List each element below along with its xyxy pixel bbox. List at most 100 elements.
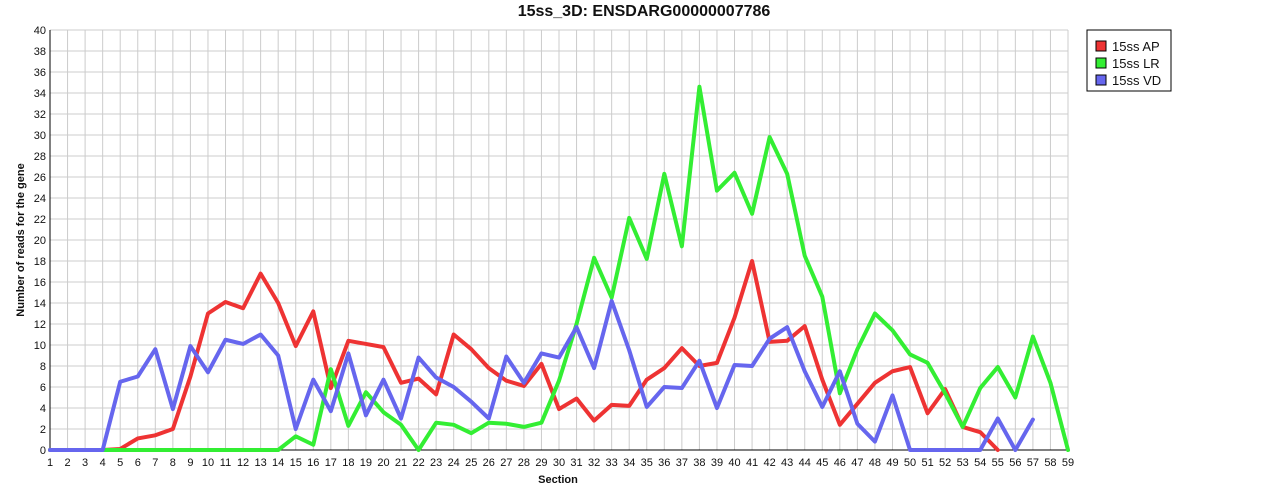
- x-tick-label: 47: [851, 457, 863, 469]
- x-tick-label: 13: [254, 457, 266, 469]
- x-tick-label: 37: [676, 457, 688, 469]
- y-tick-label: 4: [40, 403, 46, 415]
- x-tick-label: 31: [570, 457, 582, 469]
- x-tick-label: 4: [100, 457, 106, 469]
- x-tick-label: 3: [82, 457, 88, 469]
- x-tick-label: 5: [117, 457, 123, 469]
- y-axis-label: Number of reads for the gene: [15, 163, 27, 316]
- x-tick-label: 40: [728, 457, 740, 469]
- series-3: [48, 298, 1035, 452]
- legend-entry-label: 15ss LR: [1112, 56, 1160, 71]
- x-tick-label: 39: [711, 457, 723, 469]
- legend-swatch: [1095, 57, 1107, 69]
- y-tick-label: 18: [34, 256, 46, 268]
- x-tick-label: 6: [135, 457, 141, 469]
- legend-swatch: [1095, 40, 1107, 52]
- legend-entry-label: 15ss AP: [1112, 39, 1160, 54]
- y-tick-label: 8: [40, 361, 46, 373]
- x-tick-label: 53: [957, 457, 969, 469]
- x-tick-label: 15: [290, 457, 302, 469]
- x-tick-label: 27: [500, 457, 512, 469]
- x-tick-label: 26: [483, 457, 495, 469]
- x-tick-label: 20: [377, 457, 389, 469]
- x-tick-label: 49: [886, 457, 898, 469]
- x-tick-label: 7: [152, 457, 158, 469]
- x-tick-label: 35: [641, 457, 653, 469]
- y-tick-label: 10: [34, 340, 46, 352]
- x-tick-label: 34: [623, 457, 635, 469]
- grid: [49, 29, 1069, 451]
- x-tick-label: 46: [834, 457, 846, 469]
- x-tick-label: 28: [518, 457, 530, 469]
- x-tick-label: 24: [448, 457, 460, 469]
- x-tick-label: 32: [588, 457, 600, 469]
- y-tick-label: 30: [34, 130, 46, 142]
- x-tick-label: 1: [47, 457, 53, 469]
- series-line: [48, 259, 1000, 452]
- x-tick-label: 29: [535, 457, 547, 469]
- x-tick-label: 51: [921, 457, 933, 469]
- x-tick-label: 57: [1027, 457, 1039, 469]
- x-tick-label: 17: [325, 457, 337, 469]
- y-tick-label: 34: [34, 88, 46, 100]
- series-line: [48, 298, 1035, 452]
- x-tick-label: 55: [992, 457, 1004, 469]
- y-tick-label: 12: [34, 319, 46, 331]
- x-axis-label: Section: [538, 474, 578, 486]
- x-tick-label: 50: [904, 457, 916, 469]
- x-tick-label: 59: [1062, 457, 1074, 469]
- y-tick-label: 24: [34, 193, 46, 205]
- x-tick-label: 19: [360, 457, 372, 469]
- x-tick-label: 52: [939, 457, 951, 469]
- y-tick-label: 26: [34, 172, 46, 184]
- y-tick-label: 32: [34, 109, 46, 121]
- y-tick-label: 28: [34, 151, 46, 163]
- legend-entry-label: 15ss VD: [1112, 73, 1161, 88]
- x-tick-label: 56: [1009, 457, 1021, 469]
- x-tick-label: 14: [272, 457, 284, 469]
- legend-swatch: [1095, 74, 1107, 86]
- x-tick-label: 44: [799, 457, 811, 469]
- chart-title: 15ss_3D: ENSDARG00000007786: [518, 3, 771, 20]
- x-tick-label: 11: [220, 457, 231, 469]
- x-tick-label: 58: [1044, 457, 1056, 469]
- x-tick-label: 41: [746, 457, 758, 469]
- y-tick-label: 40: [34, 25, 46, 37]
- x-tick-label: 43: [781, 457, 793, 469]
- series-2: [48, 84, 1070, 452]
- x-tick-label: 21: [395, 457, 407, 469]
- x-tick-label: 2: [64, 457, 70, 469]
- y-tick-label: 36: [34, 67, 46, 79]
- legend: 15ss AP 15ss LR 15ss VD: [1086, 29, 1172, 92]
- x-tick-label: 10: [202, 457, 214, 469]
- y-tick-label: 22: [34, 214, 46, 226]
- y-tick-label: 2: [40, 424, 46, 436]
- x-tick-label: 9: [187, 457, 193, 469]
- x-tick-label: 54: [974, 457, 986, 469]
- x-tick-label: 36: [658, 457, 670, 469]
- series-lines: [48, 84, 1070, 452]
- y-tick-label: 16: [34, 277, 46, 289]
- x-tick-label: 16: [307, 457, 319, 469]
- series-line: [48, 84, 1070, 452]
- y-tick-label: 14: [34, 298, 46, 310]
- y-tick-label: 38: [34, 46, 46, 58]
- x-tick-label: 8: [170, 457, 176, 469]
- x-tick-label: 18: [342, 457, 354, 469]
- x-tick-label: 25: [465, 457, 477, 469]
- x-tick-label: 22: [412, 457, 424, 469]
- x-tick-label: 30: [553, 457, 565, 469]
- y-tick-label: 20: [34, 235, 46, 247]
- x-tick-label: 45: [816, 457, 828, 469]
- y-tick-label: 0: [40, 445, 46, 457]
- x-tick-label: 33: [606, 457, 618, 469]
- x-tick-label: 42: [763, 457, 775, 469]
- x-tick-label: 48: [869, 457, 881, 469]
- series-1: [48, 259, 1000, 452]
- x-tick-label: 23: [430, 457, 442, 469]
- y-tick-label: 6: [40, 382, 46, 394]
- x-tick-label: 12: [237, 457, 249, 469]
- x-tick-label: 38: [693, 457, 705, 469]
